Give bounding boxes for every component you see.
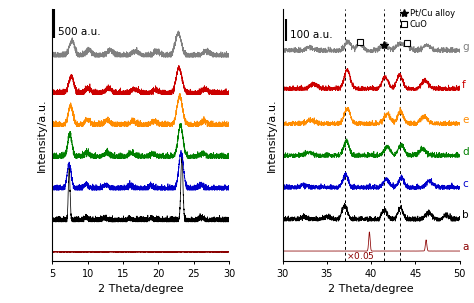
Text: 100 a.u.: 100 a.u. (290, 30, 332, 40)
X-axis label: 2 Theta/degree: 2 Theta/degree (328, 285, 414, 295)
X-axis label: 2 Theta/degree: 2 Theta/degree (98, 285, 183, 295)
Text: b: b (462, 210, 469, 220)
Text: $\times$0.05: $\times$0.05 (346, 250, 375, 261)
Text: d: d (462, 147, 469, 157)
Text: f: f (462, 80, 466, 90)
Text: g: g (462, 42, 469, 52)
Legend: Pt/Cu alloy, CuO: Pt/Cu alloy, CuO (400, 8, 456, 30)
Text: e: e (462, 115, 468, 125)
Text: c: c (462, 178, 468, 188)
Y-axis label: Intensity/a.u.: Intensity/a.u. (36, 98, 46, 171)
Y-axis label: Intensity/a.u.: Intensity/a.u. (267, 98, 277, 171)
Text: a: a (462, 242, 468, 252)
Text: 500 a.u.: 500 a.u. (58, 27, 100, 37)
